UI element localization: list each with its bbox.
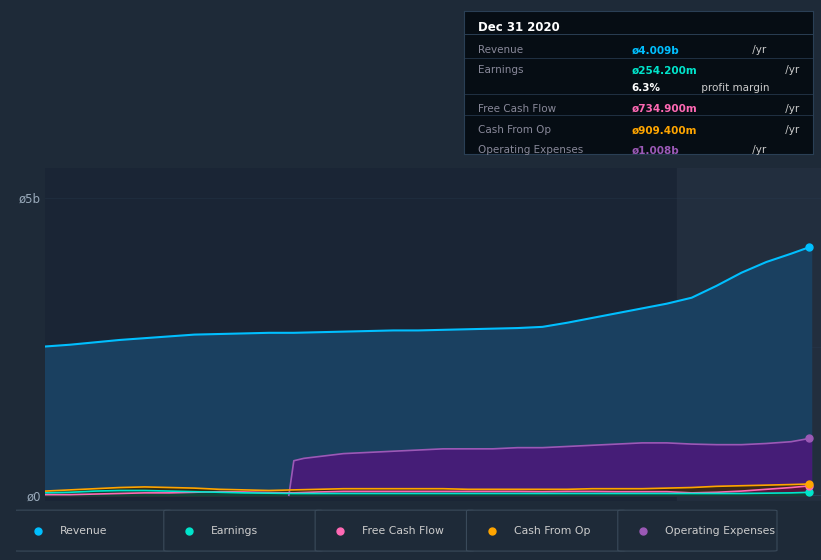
FancyBboxPatch shape bbox=[617, 510, 777, 551]
Text: Revenue: Revenue bbox=[60, 526, 108, 535]
Text: Dec 31 2020: Dec 31 2020 bbox=[478, 21, 560, 34]
Text: ø1.008b: ø1.008b bbox=[631, 146, 679, 156]
Bar bbox=[677, 168, 821, 501]
Text: Earnings: Earnings bbox=[478, 66, 523, 76]
FancyBboxPatch shape bbox=[315, 510, 475, 551]
Text: ø4.009b: ø4.009b bbox=[631, 45, 679, 55]
Text: Revenue: Revenue bbox=[478, 45, 523, 55]
Text: /yr: /yr bbox=[749, 146, 766, 156]
Text: Operating Expenses: Operating Expenses bbox=[665, 526, 775, 535]
Text: Free Cash Flow: Free Cash Flow bbox=[478, 104, 556, 114]
Text: Cash From Op: Cash From Op bbox=[478, 125, 551, 136]
Text: ø734.900m: ø734.900m bbox=[631, 104, 697, 114]
Text: Earnings: Earnings bbox=[211, 526, 259, 535]
Text: ø909.400m: ø909.400m bbox=[631, 125, 697, 136]
Text: Cash From Op: Cash From Op bbox=[514, 526, 590, 535]
Text: 6.3%: 6.3% bbox=[631, 83, 660, 92]
Text: Operating Expenses: Operating Expenses bbox=[478, 146, 583, 156]
Text: /yr: /yr bbox=[782, 66, 800, 76]
Text: /yr: /yr bbox=[749, 45, 766, 55]
FancyBboxPatch shape bbox=[466, 510, 626, 551]
FancyBboxPatch shape bbox=[164, 510, 323, 551]
Text: /yr: /yr bbox=[782, 125, 800, 136]
Text: ø254.200m: ø254.200m bbox=[631, 66, 697, 76]
Text: /yr: /yr bbox=[782, 104, 800, 114]
Text: Free Cash Flow: Free Cash Flow bbox=[362, 526, 444, 535]
Text: profit margin: profit margin bbox=[699, 83, 770, 92]
FancyBboxPatch shape bbox=[12, 510, 172, 551]
